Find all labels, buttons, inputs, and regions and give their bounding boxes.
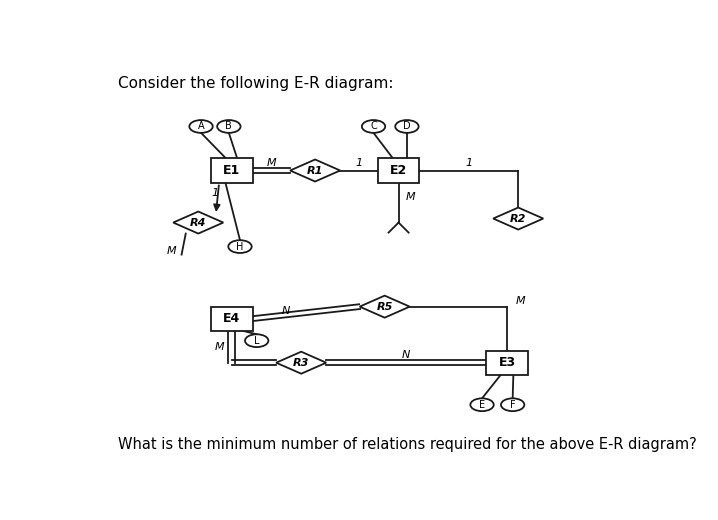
Text: What is the minimum number of relations required for the above E-R diagram?: What is the minimum number of relations … [118, 437, 696, 451]
Text: M: M [215, 342, 224, 352]
Text: H: H [236, 242, 243, 252]
Text: Consider the following E-R diagram:: Consider the following E-R diagram: [118, 76, 393, 92]
Text: 1: 1 [211, 188, 218, 198]
Text: E2: E2 [390, 164, 407, 177]
Text: M: M [516, 296, 526, 306]
Text: R1: R1 [307, 165, 323, 176]
Text: C: C [370, 122, 377, 132]
Text: M: M [406, 191, 416, 202]
Text: E4: E4 [223, 312, 241, 325]
Text: L: L [254, 336, 259, 346]
Ellipse shape [501, 398, 524, 411]
Ellipse shape [362, 120, 386, 133]
Text: R2: R2 [510, 214, 526, 224]
Polygon shape [290, 160, 340, 181]
Text: 1: 1 [465, 158, 472, 168]
Ellipse shape [190, 120, 213, 133]
Text: 1: 1 [355, 158, 363, 168]
Text: E: E [479, 400, 485, 410]
Text: A: A [197, 122, 205, 132]
Text: D: D [403, 122, 411, 132]
Ellipse shape [395, 120, 419, 133]
Bar [211, 307, 253, 331]
Polygon shape [276, 352, 326, 374]
Text: F: F [510, 400, 516, 410]
Text: E3: E3 [498, 356, 516, 369]
Text: M: M [167, 245, 177, 256]
Text: N: N [402, 350, 411, 360]
Text: M: M [266, 158, 276, 168]
Polygon shape [173, 212, 223, 233]
Text: N: N [281, 306, 290, 316]
Text: B: B [225, 122, 232, 132]
Text: R3: R3 [293, 358, 309, 368]
Text: R5: R5 [376, 302, 393, 311]
Ellipse shape [217, 120, 241, 133]
Text: R4: R4 [190, 217, 207, 228]
Ellipse shape [228, 240, 252, 253]
Bar [378, 159, 419, 183]
Bar [211, 159, 253, 183]
Ellipse shape [245, 334, 269, 347]
Polygon shape [360, 296, 410, 318]
Polygon shape [493, 207, 544, 229]
Ellipse shape [470, 398, 494, 411]
Text: E1: E1 [223, 164, 241, 177]
Bar [486, 350, 528, 375]
